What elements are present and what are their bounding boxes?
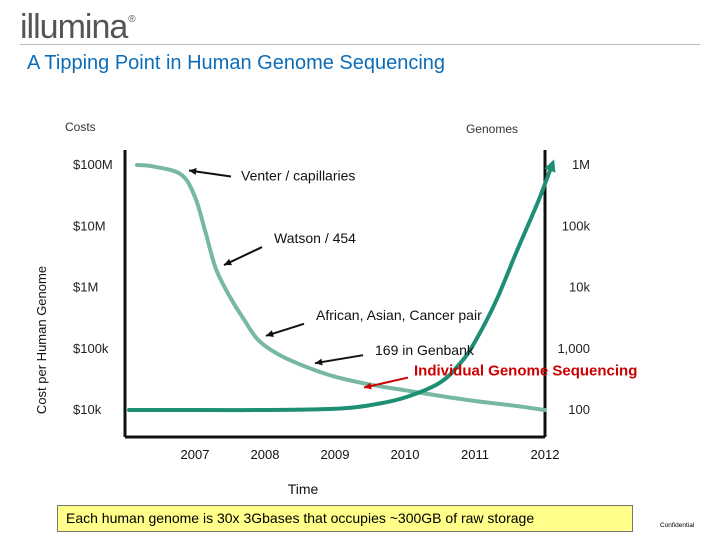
left-axis-title: Costs <box>65 120 96 134</box>
annotation-arrowhead <box>189 168 197 175</box>
right-tick-label: 100k <box>562 218 591 233</box>
logo-text: illumina <box>20 8 128 46</box>
annotation-label: Watson / 454 <box>274 230 356 246</box>
annotation-arrow <box>314 354 364 365</box>
x-axis-label: Time <box>288 481 319 497</box>
left-tick-label: $100M <box>73 157 113 172</box>
x-tick-label: 2009 <box>321 447 350 462</box>
x-tick-label: 2012 <box>531 447 560 462</box>
header-rule <box>20 44 700 45</box>
annotation-arrowhead <box>266 330 274 337</box>
x-tick-label: 2011 <box>461 447 489 462</box>
left-tick-label: $1M <box>73 280 98 295</box>
logo-registered-mark: ® <box>128 14 135 25</box>
storage-note-box: Each human genome is 30x 3Gbases that oc… <box>57 505 633 532</box>
right-tick-label: 100 <box>568 402 590 417</box>
series-line-genomes <box>127 159 556 413</box>
confidential-label: Confidential <box>660 522 695 529</box>
annotation-label: 169 in Genbank <box>375 342 475 358</box>
right-tick-label: 10k <box>569 280 590 295</box>
annotation-label: Venter / capillaries <box>241 167 355 183</box>
x-tick-label: 2008 <box>251 447 280 462</box>
right-tick-label: 1M <box>572 157 590 172</box>
x-tick-label: 2010 <box>391 447 420 462</box>
annotation-arrowhead <box>364 382 372 390</box>
right-axis-title: Genomes <box>466 122 518 136</box>
left-tick-label: $10M <box>73 218 106 233</box>
annotation-highlight-label: Individual Genome Sequencing <box>414 363 637 380</box>
left-tick-label: $10k <box>73 402 102 417</box>
y-axis-label: Cost per Human Genome <box>34 266 49 414</box>
left-tick-label: $100k <box>73 341 109 356</box>
storage-note: Each human genome is 30x 3Gbases that oc… <box>66 510 535 526</box>
annotation-arrowhead <box>224 258 232 266</box>
illumina-logo: illumina® <box>20 8 136 47</box>
x-tick-label: 2007 <box>181 447 210 462</box>
annotation-label: African, Asian, Cancer pair <box>316 307 482 323</box>
series-line-costs <box>135 163 547 412</box>
right-tick-label: 1,000 <box>557 341 590 356</box>
annotation-arrowhead <box>315 358 323 366</box>
annotation-arrow <box>363 376 409 389</box>
page-title: A Tipping Point in Human Genome Sequenci… <box>27 52 446 74</box>
